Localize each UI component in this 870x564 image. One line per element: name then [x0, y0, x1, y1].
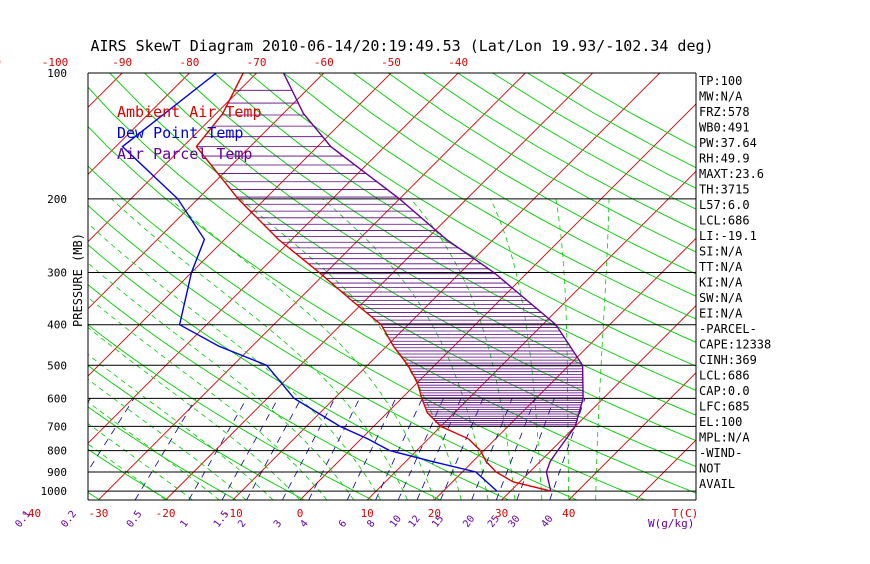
- pressure-tick-label: 1000: [41, 485, 68, 498]
- temperature-tick-label: -20: [156, 507, 176, 520]
- pressure-tick-label: 200: [47, 193, 67, 206]
- chart-title: AIRS SkewT Diagram 2010-06-14/20:19:49.5…: [90, 37, 713, 55]
- stats-entry: LI:-19.1: [699, 229, 757, 243]
- pressure-tick-label: 800: [47, 445, 67, 458]
- top-temperature-tick-label: -80: [179, 56, 199, 69]
- stats-entry: NOT: [699, 462, 721, 476]
- legend-entry: Air Parcel Temp: [117, 145, 252, 163]
- temperature-tick-label: 0: [297, 507, 304, 520]
- stats-entry: EL:100: [699, 415, 742, 429]
- stats-entry: AVAIL: [699, 477, 735, 491]
- stats-entry: TH:3715: [699, 183, 750, 197]
- stats-entry: WB0:491: [699, 121, 750, 135]
- stats-entry: PW:37.64: [699, 136, 757, 150]
- y-axis-label: PRESSURE (MB): [71, 233, 85, 327]
- stats-entry: CAP:0.0: [699, 384, 750, 398]
- stats-entry: FRZ:578: [699, 105, 750, 119]
- legend-entry: Dew Point Temp: [117, 124, 243, 142]
- pressure-tick-label: 500: [47, 359, 67, 372]
- stats-entry: MPL:N/A: [699, 431, 750, 445]
- stats-entry: CAPE:12338: [699, 338, 771, 352]
- stats-entry: RH:49.9: [699, 152, 750, 166]
- stats-entry: L57:6.0: [699, 198, 750, 212]
- stats-entry: -PARCEL-: [699, 322, 757, 336]
- stats-entry: -WIND-: [699, 446, 742, 460]
- pressure-tick-label: 600: [47, 392, 67, 405]
- stats-entry: CINH:369: [699, 353, 757, 367]
- top-temperature-tick-label: -100: [42, 56, 69, 69]
- stats-entry: EI:N/A: [699, 307, 743, 321]
- stats-entry: MAXT:23.6: [699, 167, 764, 181]
- stats-entry: KI:N/A: [699, 276, 743, 290]
- temperature-tick-label: 40: [562, 507, 575, 520]
- top-temperature-tick-label: -40: [448, 56, 468, 69]
- top-temperature-tick-label: -110: [0, 56, 1, 69]
- pressure-tick-label: 300: [47, 267, 67, 280]
- stats-entry: LCL:686: [699, 369, 750, 383]
- top-temperature-tick-label: -60: [314, 56, 334, 69]
- pressure-tick-label: 900: [47, 466, 67, 479]
- stats-entry: SI:N/A: [699, 245, 743, 259]
- temperature-tick-label: 10: [361, 507, 374, 520]
- pressure-tick-label: 400: [47, 319, 67, 332]
- top-temperature-tick-label: -70: [247, 56, 267, 69]
- legend-entry: Ambient Air Temp: [117, 103, 262, 121]
- stats-entry: TP:100: [699, 74, 742, 88]
- stats-entry: SW:N/A: [699, 291, 743, 305]
- pressure-tick-label: 700: [47, 420, 67, 433]
- stats-entry: LFC:685: [699, 400, 750, 414]
- mixing-ratio-unit-label: W(g/kg): [648, 517, 694, 530]
- top-temperature-tick-label: -50: [381, 56, 401, 69]
- stats-entry: MW:N/A: [699, 90, 743, 104]
- top-temperature-tick-label: -90: [112, 56, 132, 69]
- temperature-tick-label: -30: [88, 507, 108, 520]
- stats-entry: LCL:686: [699, 214, 750, 228]
- stats-entry: TT:N/A: [699, 260, 743, 274]
